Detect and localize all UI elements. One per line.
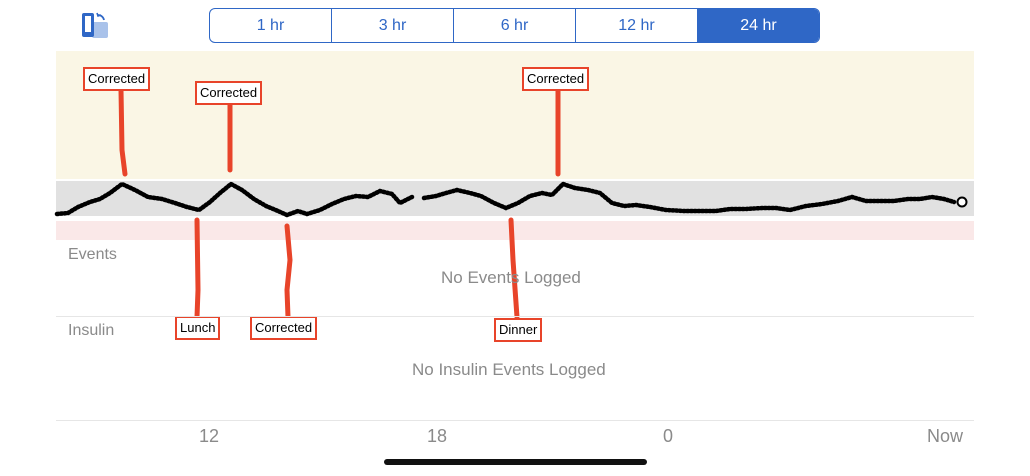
range-1hr[interactable]: 1 hr <box>210 9 332 42</box>
annotation-corrected: Corrected <box>522 67 590 91</box>
no-events-message: No Events Logged <box>441 268 581 287</box>
annotation-corrected: Corrected <box>250 316 318 340</box>
annotation-lunch: Lunch <box>175 316 221 340</box>
time-range-selector: 1 hr 3 hr 6 hr 12 hr 24 hr <box>209 8 820 43</box>
range-3hr[interactable]: 3 hr <box>332 9 454 42</box>
home-indicator[interactable] <box>384 459 647 465</box>
x-tick-label: 12 <box>199 426 220 446</box>
glucose-trace <box>54 181 957 218</box>
x-tick-label: 18 <box>427 426 448 446</box>
section-divider <box>56 316 974 317</box>
events-title: Events <box>68 246 117 263</box>
target-range-band <box>56 181 974 216</box>
x-tick-label: 0 <box>663 426 674 446</box>
axis-divider <box>56 420 974 421</box>
range-12hr[interactable]: 12 hr <box>576 9 698 42</box>
range-24hr[interactable]: 24 hr <box>698 9 819 42</box>
no-insulin-message: No Insulin Events Logged <box>412 360 606 379</box>
x-tick-label: Now <box>927 426 964 446</box>
insulin-title: Insulin <box>68 322 115 339</box>
annotation-stems <box>118 87 561 320</box>
high-range-band <box>56 51 974 179</box>
range-6hr[interactable]: 6 hr <box>454 9 576 42</box>
annotation-corrected: Corrected <box>83 67 151 91</box>
rotate-device-icon[interactable] <box>80 12 110 40</box>
annotation-dinner: Dinner <box>494 318 543 342</box>
current-reading-dot <box>956 196 968 208</box>
annotation-corrected: Corrected <box>195 81 263 105</box>
